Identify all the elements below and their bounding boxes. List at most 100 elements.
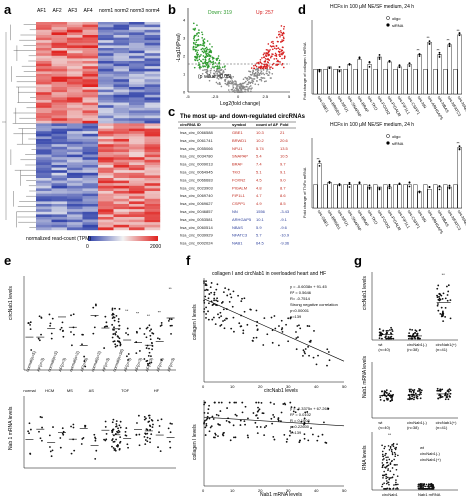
volcano-point	[239, 86, 242, 88]
g-point	[386, 480, 388, 482]
heatmap-cell	[98, 136, 114, 140]
heatmap-cell	[82, 209, 99, 212]
g-point	[391, 452, 394, 454]
volcano-point	[204, 65, 206, 68]
f-point	[315, 363, 318, 366]
table-cell: FIP1L1	[232, 193, 246, 198]
e-group-label: TOF	[121, 388, 129, 393]
g-point	[442, 310, 444, 313]
volcano-point	[218, 65, 221, 67]
table-cell: 1556	[256, 209, 266, 214]
heatmap-cell	[144, 131, 161, 134]
heatmap-cell	[67, 201, 83, 205]
f-point	[273, 403, 275, 405]
g-x-tick: (n=40)	[378, 347, 390, 352]
d-bar-sirna	[417, 191, 422, 209]
heatmap-cell	[51, 42, 68, 46]
volcano-point	[264, 67, 267, 70]
f-point	[246, 323, 249, 326]
heatmap-cell	[67, 214, 83, 218]
d-bar-oligo	[423, 184, 428, 209]
heatmap-cell	[67, 27, 83, 30]
g-point	[446, 294, 449, 296]
volcano-point	[265, 54, 267, 56]
heatmap-cell	[113, 204, 130, 207]
e-point	[149, 338, 152, 341]
g-x-tick: (n=38)	[407, 425, 419, 430]
heatmap-cells	[36, 22, 161, 231]
heatmap-cell	[36, 217, 52, 220]
heatmap-cell	[144, 79, 161, 82]
table-cell: 4.7	[256, 193, 262, 198]
f-top-stat: p<0.00001	[290, 308, 310, 313]
heatmap-cell	[36, 84, 52, 88]
e-point	[112, 333, 115, 335]
e-point	[125, 434, 128, 437]
volcano-point	[234, 91, 237, 93]
f-point	[257, 406, 259, 409]
heatmap-cell	[82, 105, 99, 108]
e-point	[39, 437, 42, 440]
volcano-point	[251, 71, 254, 74]
volcano-ylabel: -Log10(Pval)	[176, 33, 182, 62]
g-point	[424, 485, 427, 488]
g-point	[439, 389, 442, 391]
heatmap-cell	[113, 133, 130, 137]
f-point	[269, 401, 272, 404]
g-point	[444, 306, 447, 309]
e-point	[93, 326, 96, 329]
e-point	[135, 352, 138, 355]
f-point	[212, 316, 215, 319]
f-point	[212, 418, 215, 420]
volcano-point	[202, 43, 205, 45]
g-point	[436, 287, 439, 290]
d-bar-sirna	[357, 184, 362, 209]
heatmap-cell	[113, 97, 130, 101]
g-point	[391, 444, 393, 446]
g-point	[379, 398, 382, 401]
volcano-point	[280, 25, 283, 27]
f-x-tick: 0	[202, 488, 205, 493]
heatmap-cell	[129, 63, 145, 67]
heatmap-cell	[144, 152, 161, 155]
heatmap-cell	[129, 214, 145, 218]
heatmap-cell	[67, 162, 83, 166]
volcano-point	[203, 38, 206, 40]
g-point	[414, 337, 416, 340]
f-bottom-stat: R = 0.1008	[290, 418, 310, 423]
f-point	[235, 414, 238, 417]
heatmap-cell	[82, 24, 99, 28]
g-point	[389, 329, 391, 331]
g-point	[439, 312, 442, 315]
e-point	[135, 434, 138, 436]
volcano-point	[196, 56, 199, 59]
heatmap-cell	[144, 224, 161, 228]
heatmap-cell	[82, 68, 99, 72]
volcano-point	[283, 37, 285, 40]
f-point	[262, 412, 265, 415]
heatmap-cell	[113, 222, 130, 225]
e-point	[114, 345, 117, 348]
heatmap-cell	[144, 157, 161, 160]
g-point	[383, 392, 386, 394]
d-point	[348, 181, 351, 184]
d-bar-oligo	[313, 184, 318, 209]
heatmap-cell	[98, 40, 114, 43]
g-point	[447, 390, 450, 393]
volcano-point	[193, 48, 196, 51]
d-bar-oligo	[393, 184, 398, 209]
volcano-point	[253, 75, 255, 77]
f-point	[218, 401, 220, 404]
heatmap-cell	[144, 120, 161, 124]
e-point	[83, 355, 86, 358]
e-point	[103, 326, 106, 328]
table-cell: -9.36	[280, 241, 290, 246]
volcano-point	[264, 63, 266, 66]
heatmap-cell	[113, 154, 130, 158]
e-point	[92, 306, 95, 309]
e-point	[147, 364, 149, 367]
volcano-point	[263, 73, 266, 76]
f-point	[205, 423, 208, 425]
heatmap-cell	[67, 22, 83, 25]
